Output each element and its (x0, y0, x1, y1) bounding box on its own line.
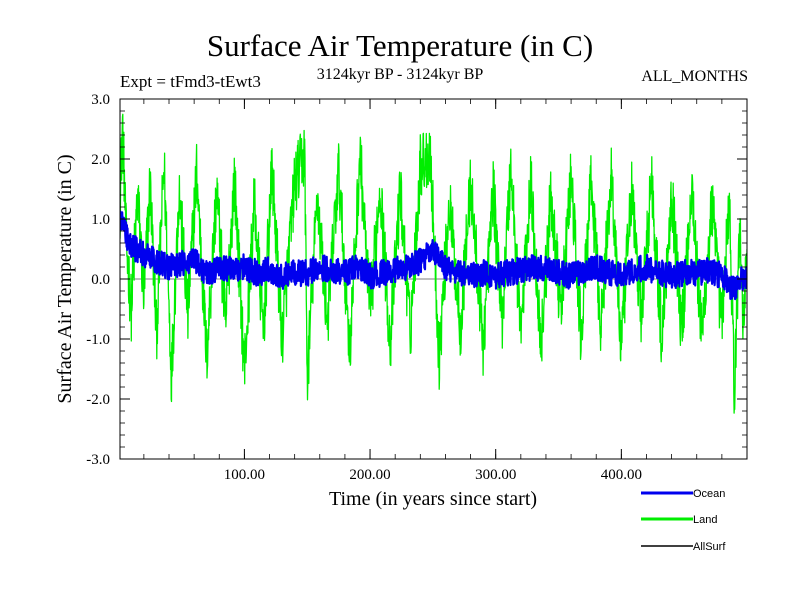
series-line-land (120, 113, 747, 414)
y-tick-label: -2.0 (86, 392, 110, 408)
y-tick-label: -3.0 (86, 452, 110, 468)
legend: Ocean Land AllSurf (641, 488, 726, 553)
x-tick-label: 300.00 (475, 467, 516, 483)
legend-allsurf-label: AllSurf (693, 541, 726, 553)
major-ticks (120, 98, 747, 460)
y-tick-label: 3.0 (91, 92, 110, 108)
chart-subtitle: 3124kyr BP - 3124kyr BP (316, 66, 484, 83)
x-tick-label: 400.00 (601, 467, 642, 483)
x-tick-label: 100.00 (224, 467, 265, 483)
chart-title: Surface Air Temperature (in C) (206, 28, 594, 63)
x-tick-label: 200.00 (349, 467, 390, 483)
y-tick-label: 1.0 (91, 212, 110, 228)
legend-ocean-label: Ocean (693, 488, 725, 500)
y-tick-label: -1.0 (86, 332, 110, 348)
legend-land-label: Land (693, 514, 717, 526)
x-axis-label: Time (in years since start) (329, 488, 537, 510)
series-line-ocean (120, 210, 747, 301)
series-layer (120, 113, 747, 414)
months-label: ALL_MONTHS (641, 68, 748, 85)
y-tick-label: 2.0 (91, 152, 110, 168)
experiment-label: Expt = tFmd3-tEwt3 (120, 72, 261, 91)
y-tick-label: 0.0 (91, 272, 110, 288)
y-axis-label: Surface Air Temperature (in C) (54, 154, 76, 403)
